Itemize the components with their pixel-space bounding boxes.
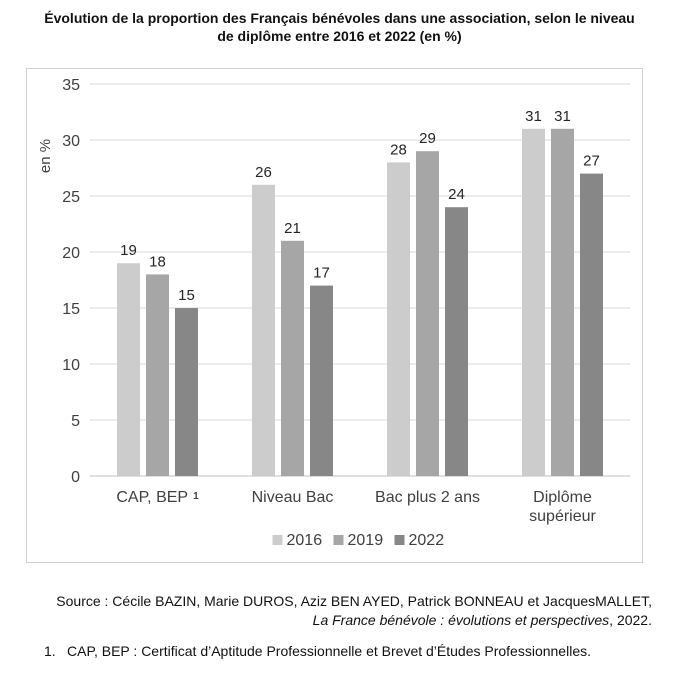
y-tick-label: 20 <box>62 245 80 262</box>
bar-2022-3 <box>445 207 468 476</box>
source-note: Source : Cécile BAZIN, Marie DUROS, Aziz… <box>18 592 652 630</box>
bar-2022-2 <box>310 285 333 476</box>
legend-label-2022: 2022 <box>409 532 445 549</box>
category-label: Bac plus 2 ans <box>375 489 480 506</box>
category-superscript: 1 <box>193 491 199 502</box>
data-label: 15 <box>178 287 195 304</box>
data-labels: 19 18 15 26 21 17 28 29 24 31 31 27 <box>120 108 600 304</box>
chart-title-line-1: Évolution de la proportion des Français … <box>44 10 635 26</box>
legend-swatch-2016 <box>272 535 283 545</box>
chart-title-line-2: de diplôme entre 2016 et 2022 (en %) <box>217 28 462 44</box>
y-tick-label: 25 <box>62 189 80 206</box>
bar-2019-4 <box>551 128 574 477</box>
legend-label-2016: 2016 <box>287 532 323 549</box>
data-label: 19 <box>120 242 137 259</box>
data-label: 31 <box>525 108 542 125</box>
category-label: Niveau Bac <box>252 489 334 506</box>
bar-2019-1 <box>146 274 169 476</box>
data-label: 18 <box>149 253 166 270</box>
bar-2019-3 <box>416 151 439 476</box>
legend-swatch-2022 <box>394 535 405 545</box>
bar-2019-2 <box>281 240 304 476</box>
data-label: 24 <box>448 186 465 203</box>
legend: 2016 2019 2022 <box>272 532 445 549</box>
x-axis: CAP, BEP 1 Niveau Bac Bac plus 2 ans Diplôme… <box>116 489 596 525</box>
bar-2016-4 <box>522 128 545 477</box>
y-tick-label: 10 <box>62 357 80 374</box>
source-year: , 2022. <box>609 612 652 628</box>
y-tick-label: 15 <box>62 301 80 318</box>
y-tick-label: 35 <box>62 77 80 94</box>
bar-2016-2 <box>252 184 275 477</box>
grid-lines <box>90 83 630 477</box>
legend-label-2019: 2019 <box>348 532 384 549</box>
category-label: Diplôme <box>533 489 592 506</box>
legend-swatch-2019 <box>333 535 344 545</box>
y-tick-label: 0 <box>71 469 80 486</box>
data-label: 26 <box>255 164 272 181</box>
source-authors: Source : Cécile BAZIN, Marie DUROS, Aziz… <box>56 593 652 609</box>
category-label: supérieur <box>529 508 596 525</box>
bar-2016-3 <box>387 162 410 476</box>
y-tick-label: 30 <box>62 133 80 150</box>
source-publication: La France bénévole : évolutions et persp… <box>18 611 652 630</box>
bar-2016-1 <box>117 263 140 476</box>
data-label: 17 <box>313 265 330 282</box>
footnote: 1. CAP, BEP : Certificat d’Aptitude Profe… <box>44 642 664 660</box>
y-axis-title: en % <box>37 139 54 173</box>
category-label: CAP, BEP 1 <box>116 489 199 506</box>
data-label: 27 <box>583 153 600 170</box>
y-tick-label: 5 <box>71 413 80 430</box>
bar-2022-4 <box>580 173 603 476</box>
bar-2022-1 <box>175 308 198 476</box>
source-book-title: La France bénévole : évolutions et persp… <box>312 612 610 628</box>
data-label: 21 <box>284 220 301 237</box>
data-label: 28 <box>390 141 407 158</box>
footnote-number: 1. <box>44 643 56 659</box>
bar-chart: 0 5 10 15 20 25 30 35 en % 19 18 15 26 21 17 28 29 24 31 3… <box>37 77 630 549</box>
bar-series <box>117 128 603 477</box>
data-label: 29 <box>419 130 436 147</box>
chart-title: Évolution de la proportion des Français … <box>18 9 661 45</box>
y-axis: 0 5 10 15 20 25 30 35 en % <box>37 77 80 486</box>
data-label: 31 <box>554 108 571 125</box>
footnote-text: CAP, BEP : Certificat d’Aptitude Profess… <box>67 643 591 659</box>
